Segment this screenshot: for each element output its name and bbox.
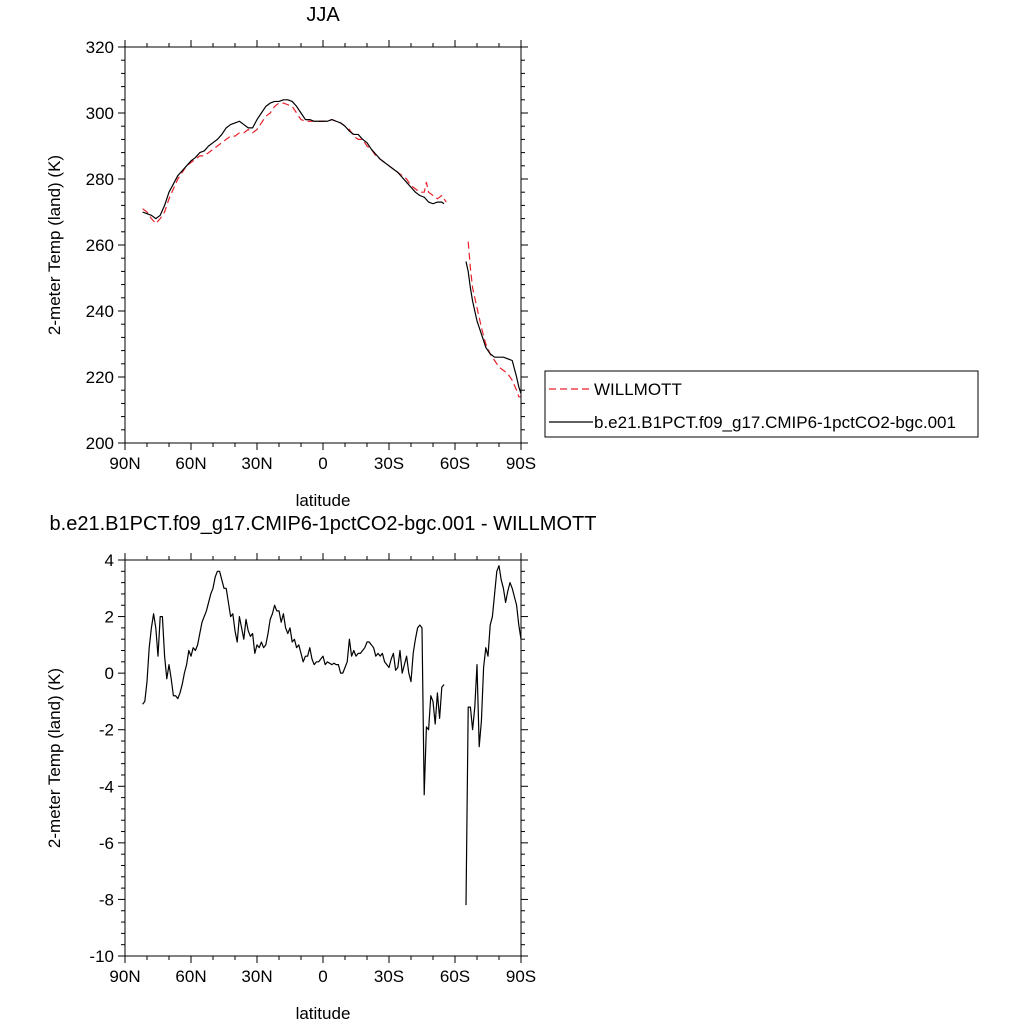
top-series (142, 99, 522, 398)
y-tick-label: -10 (89, 947, 114, 966)
top-x-ticks: 90N 60N 30N 0 30S 60S 90S (109, 40, 536, 473)
x-tick-label: 30S (374, 454, 404, 473)
x-tick-label: 30N (241, 967, 272, 986)
bottom-x-ticks: 90N 60N 30N 0 30S 60S 90S (109, 553, 536, 986)
x-tick-label: 90S (506, 454, 536, 473)
x-tick-label: 60N (175, 967, 206, 986)
x-tick-label: 60S (440, 967, 470, 986)
top-panel: JJA 200 220 240 260 280 300 320 90N 60N 30N 0 30S 6… (45, 4, 979, 510)
bottom-panel: b.e21.B1PCT.f09_g17.CMIP6-1pctCO2-bgc.00… (45, 513, 596, 1023)
y-tick-label: 240 (86, 302, 114, 321)
x-tick-label: 90N (109, 454, 140, 473)
y-tick-label: 200 (86, 434, 114, 453)
legend: WILLMOTT b.e21.B1PCT.f09_g17.CMIP6-1pctC… (544, 370, 979, 438)
bottom-y-axis-label: 2-meter Temp (land) (K) (45, 668, 64, 848)
top-y-ticks: 200 220 240 260 280 300 320 (86, 38, 528, 453)
y-tick-label: -4 (99, 777, 114, 796)
y-tick-label: 260 (86, 236, 114, 255)
x-tick-label: 0 (318, 454, 327, 473)
top-x-axis-label: latitude (296, 491, 351, 510)
y-tick-label: 4 (105, 551, 114, 570)
bottom-series-line-difference-segment-1 (142, 570, 445, 796)
bottom-plot-frame (124, 559, 522, 957)
x-tick-label: 30N (241, 454, 272, 473)
top-series-line-b-e21-b1pct-f09-g17-cmip6-1pctco2-bgc-001-segment-2 (465, 261, 522, 394)
top-chart-title: JJA (306, 4, 340, 26)
y-tick-label: 2 (105, 608, 114, 627)
bottom-y-ticks: -10 -8 -6 -4 -2 0 2 4 (89, 551, 528, 966)
y-tick-label: 320 (86, 38, 114, 57)
top-series-line-b-e21-b1pct-f09-g17-cmip6-1pctco2-bgc-001-segment-1 (142, 99, 445, 220)
x-tick-label: 90N (109, 967, 140, 986)
top-series-line-willmott-segment-2 (467, 241, 521, 398)
legend-label-model: b.e21.B1PCT.f09_g17.CMIP6-1pctCO2-bgc.00… (594, 413, 956, 432)
x-tick-label: 60S (440, 454, 470, 473)
y-tick-label: 300 (86, 104, 114, 123)
x-tick-label: 30S (374, 967, 404, 986)
bottom-series-line-difference-segment-2 (465, 565, 522, 906)
x-tick-label: 90S (506, 967, 536, 986)
top-series-line-willmott-segment-1 (142, 102, 447, 225)
y-tick-label: 280 (86, 170, 114, 189)
y-tick-label: -8 (99, 890, 114, 909)
legend-box (544, 370, 979, 438)
x-tick-label: 60N (175, 454, 206, 473)
bottom-chart-title: b.e21.B1PCT.f09_g17.CMIP6-1pctCO2-bgc.00… (50, 513, 597, 535)
top-y-axis-label: 2-meter Temp (land) (K) (45, 155, 64, 335)
y-tick-label: 220 (86, 368, 114, 387)
legend-label-willmott: WILLMOTT (594, 380, 682, 399)
y-tick-label: 0 (105, 664, 114, 683)
bottom-x-axis-label: latitude (296, 1004, 351, 1023)
bottom-series (142, 565, 522, 906)
top-plot-frame (124, 46, 522, 444)
y-tick-label: -6 (99, 834, 114, 853)
y-tick-label: -2 (99, 721, 114, 740)
x-tick-label: 0 (318, 967, 327, 986)
